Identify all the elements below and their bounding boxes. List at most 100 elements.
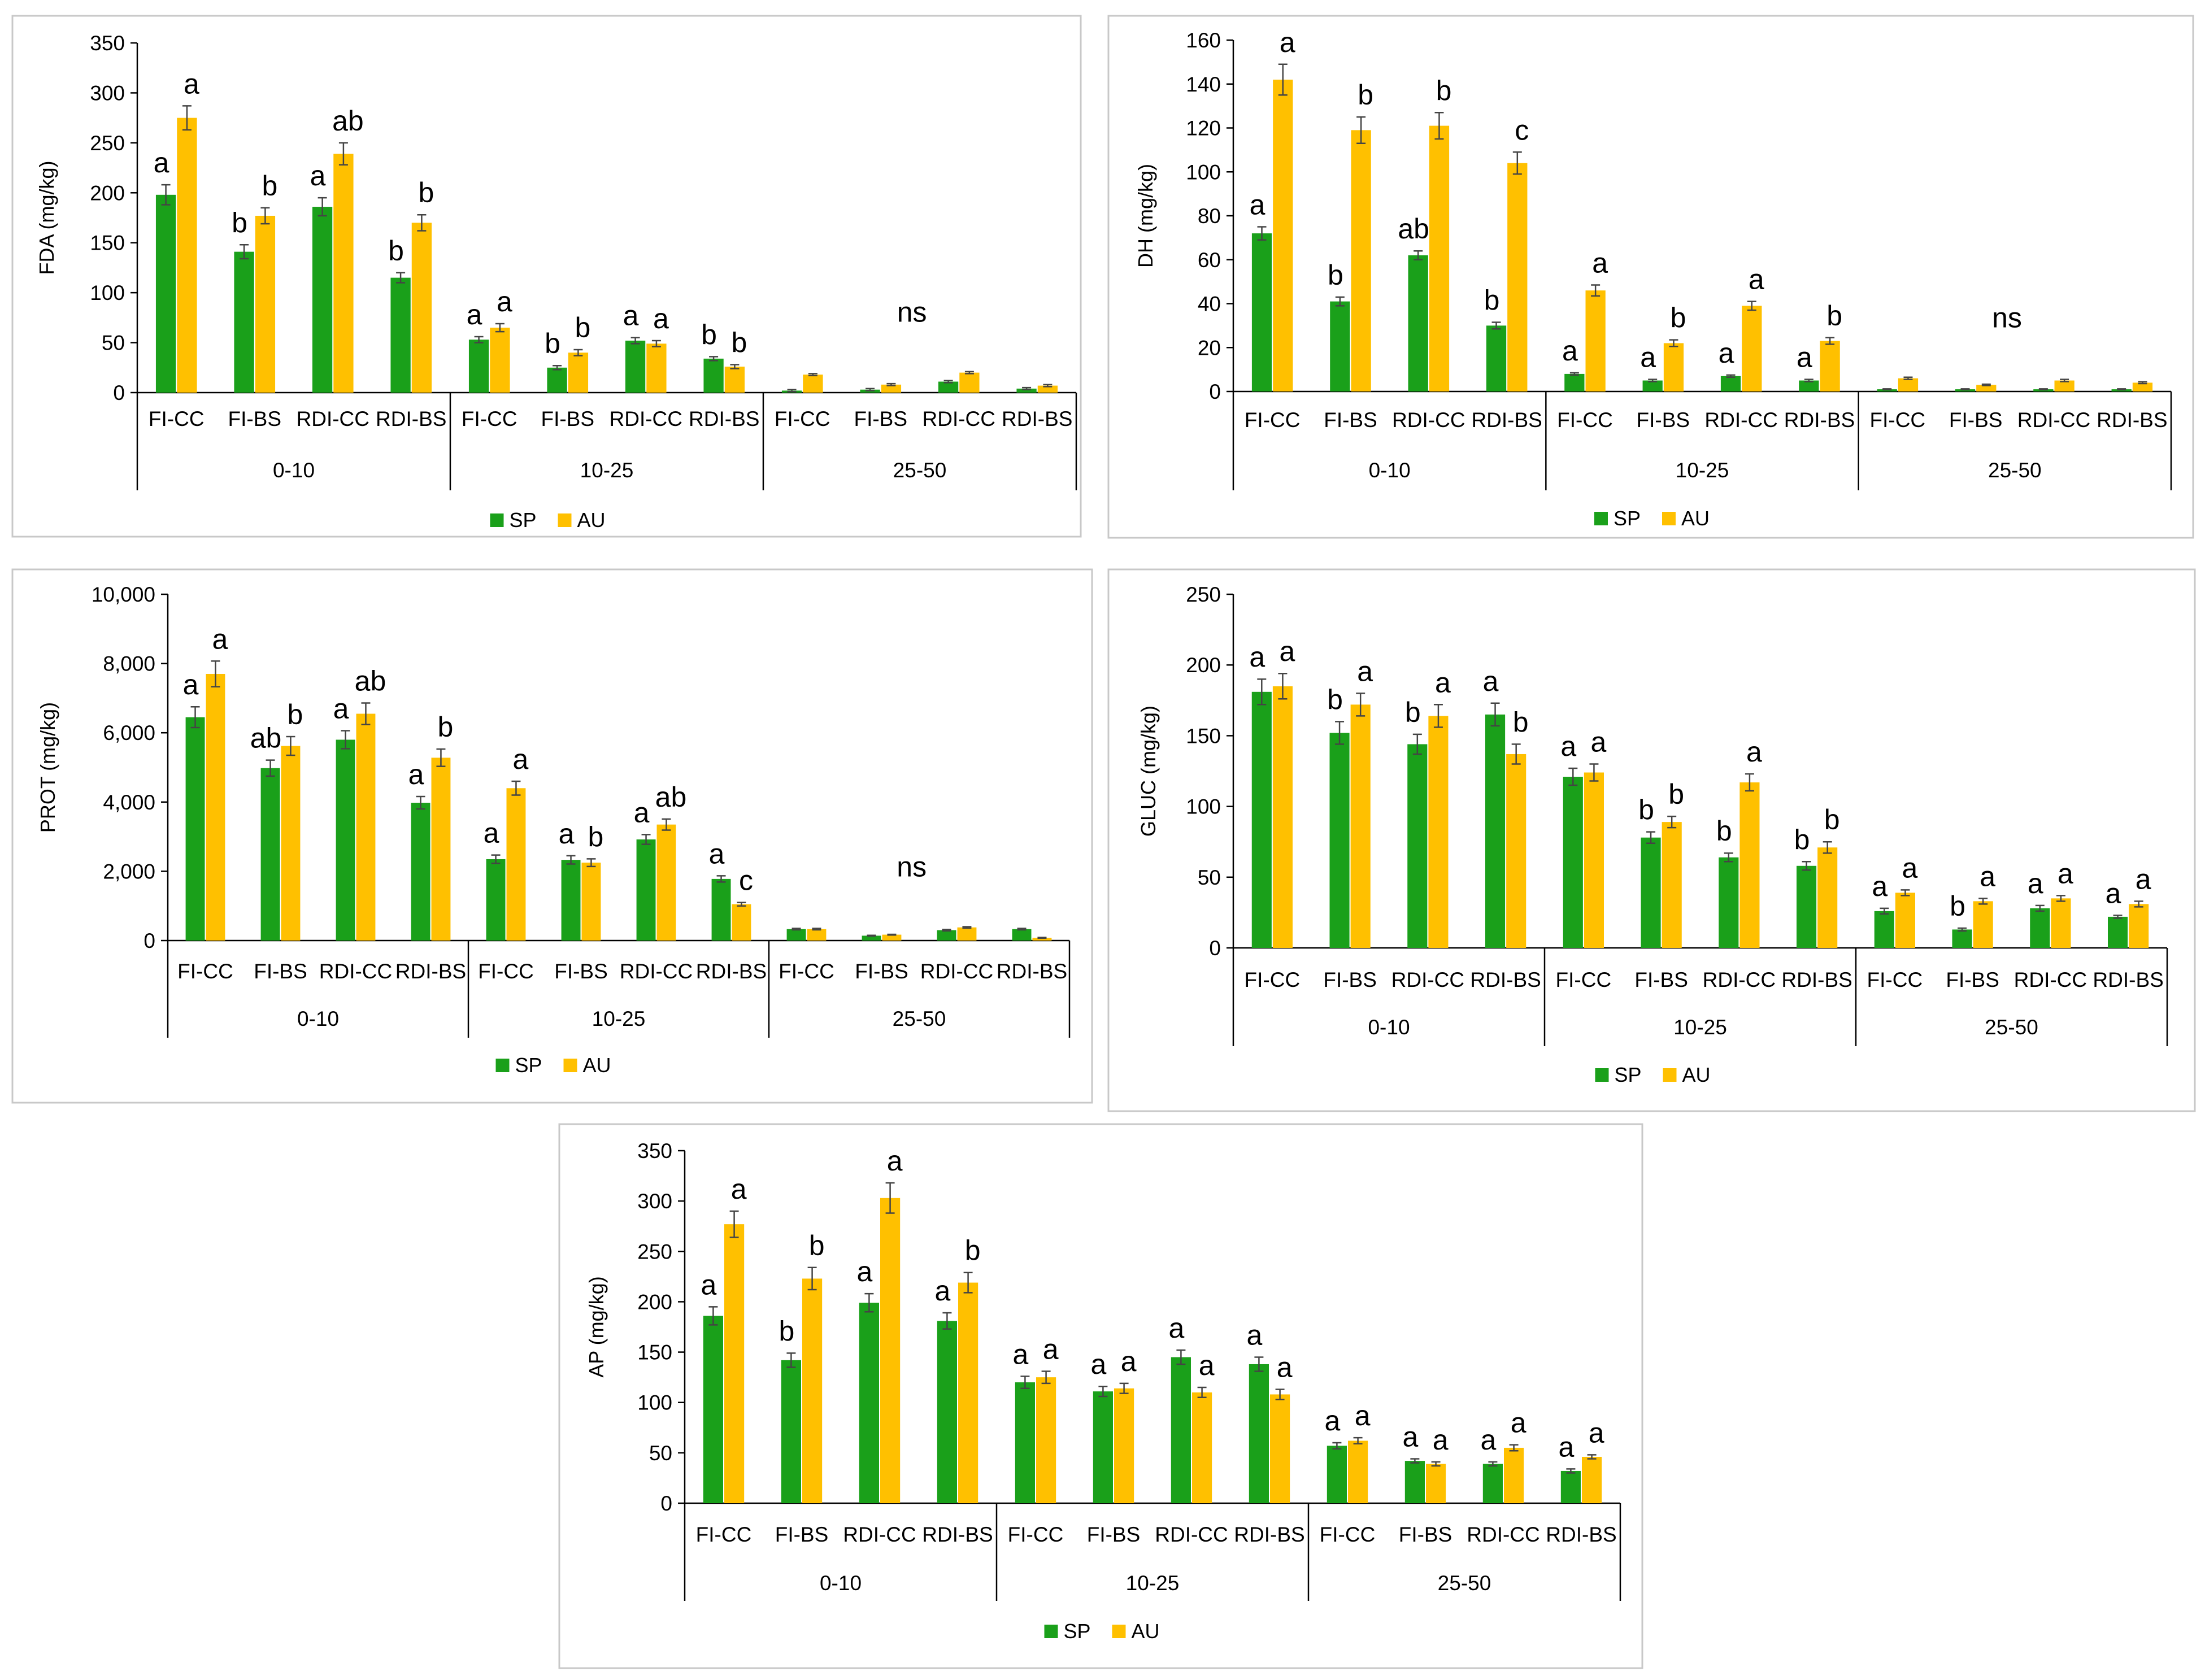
bar-au [1820,341,1840,391]
bar-sp [1563,777,1583,948]
y-tick-label: 150 [90,232,125,255]
significance-letter: a [310,160,326,191]
x-tick-label: RDI-CC [923,407,995,430]
bar-au [281,746,301,941]
depth-group-label: 10-25 [1673,1016,1727,1039]
chart-panel-dh: 0 20 40 60 80 100 120 140 160 DH (mg/kg) FI-CC FI-B… [1107,15,2194,539]
bar-sp [781,1360,801,1503]
bar-sp [1719,857,1739,948]
x-tick-label: FI-BS [254,960,307,983]
x-tick-label: FI-CC [696,1523,752,1546]
bar-sp [1641,837,1661,948]
depth-group-label: 0-10 [1368,1016,1410,1039]
bar-au [880,1198,901,1503]
x-tick-label: RDI-CC [2014,968,2087,991]
legend-label-sp: SP [515,1054,542,1077]
x-tick-label: FI-CC [177,960,233,983]
bar-sp [1016,388,1037,393]
x-tick-label: RDI-BS [1471,408,1542,432]
y-axis-title: AP (mg/kg) [585,1276,608,1377]
bar-au [1273,79,1293,392]
bar-sp [625,341,646,393]
bar-au [1895,893,1916,948]
x-tick-label: RDI-CC [1392,408,1465,432]
significance-letter: a [653,303,669,334]
significance-letter: b [701,319,717,350]
legend-label-au: AU [1132,1620,1160,1643]
x-tick-label: RDI-CC [920,960,993,983]
bar-sp [859,1303,879,1503]
bar-sp [703,1316,723,1503]
bar-au [431,758,451,941]
y-tick-label: 250 [1186,583,1221,606]
significance-letter: b [1950,890,1965,922]
bar-au [959,372,980,393]
bar-sp [1486,325,1507,391]
bar-au [802,1278,823,1503]
bar-sp [1327,1446,1347,1503]
significance-letter: a [2028,868,2043,899]
y-tick-label: 300 [90,81,125,105]
significance-letter: ab [1398,213,1429,245]
x-tick-label: RDI-BS [1470,968,1541,991]
bar-sp [155,194,176,393]
significance-letter: a [1797,342,1812,373]
x-tick-label: FI-CC [775,407,830,430]
bar-sp [1015,1382,1035,1503]
x-tick-label: RDI-CC [1704,408,1777,432]
significance-letter: a [1591,726,1607,758]
y-tick-label: 50 [1198,866,1221,889]
significance-letter: a [1980,860,1995,892]
bar-au [1114,1388,1134,1503]
bar-sp [234,251,254,393]
bar-au [1348,1440,1368,1503]
significance-letter: a [1902,852,1918,883]
significance-letter: b [388,235,404,267]
significance-letter: b [262,170,278,202]
bar-sp [937,1321,957,1503]
bar-au [2054,380,2074,391]
x-tick-label: RDI-CC [1391,968,1464,991]
chart-panel-fda: 0 50 100 150 200 250 300 350 FDA (mg/kg) FI-CC FI-… [11,15,1082,538]
significance-letter: b [1668,778,1684,810]
legend-swatch-sp [490,513,504,527]
y-tick-label: 20 [1198,336,1221,359]
bar-sp [703,358,724,393]
bar-sp [1330,301,1350,391]
significance-letter: a [1280,636,1295,667]
significance-letter: a [559,818,575,850]
bar-au [1976,385,1997,391]
depth-group-label: 10-25 [1126,1572,1180,1595]
chart-panel-prot: 0 2,000 4,000 6,000 8,000 10,000 PROT (mg/kg) F… [11,568,1093,1104]
significance-letter: b [288,699,303,730]
x-tick-label: RDI-BS [2093,968,2163,991]
significance-letter: a [2136,863,2151,895]
x-tick-label: RDI-BS [376,407,446,430]
significance-letter: b [1716,815,1732,847]
x-tick-label: RDI-BS [395,960,466,983]
bar-sp [2107,916,2128,948]
y-tick-label: 0 [113,381,125,404]
bar-au [1429,125,1450,392]
x-tick-label: RDI-CC [2017,408,2090,432]
x-tick-label: FI-BS [1949,408,2003,432]
x-tick-label: RDI-BS [689,407,759,430]
bar-sp [1249,1364,1269,1503]
bar-au [1192,1392,1212,1503]
significance-letter: a [1402,1421,1418,1453]
significance-letter: a [1043,1333,1059,1365]
bar-au [2129,904,2149,948]
bar-au [646,343,667,393]
chart-panel-gluc: 0 50 100 150 200 250 GLUC (mg/kg) FI-CC FI-BS RDI… [1107,568,2196,1112]
bar-au [568,352,589,393]
significance-letter: b [1327,684,1343,715]
x-tick-label: FI-BS [855,960,908,983]
significance-letter: a [1480,1424,1496,1456]
significance-letter: b [419,177,434,208]
depth-group-label: 25-50 [1438,1572,1491,1595]
significance-letter: b [1328,259,1343,291]
bar-sp [1485,714,1506,948]
y-tick-label: 100 [637,1391,672,1414]
y-axis-title: PROT (mg/kg) [36,702,59,833]
x-tick-label: RDI-CC [297,407,369,430]
